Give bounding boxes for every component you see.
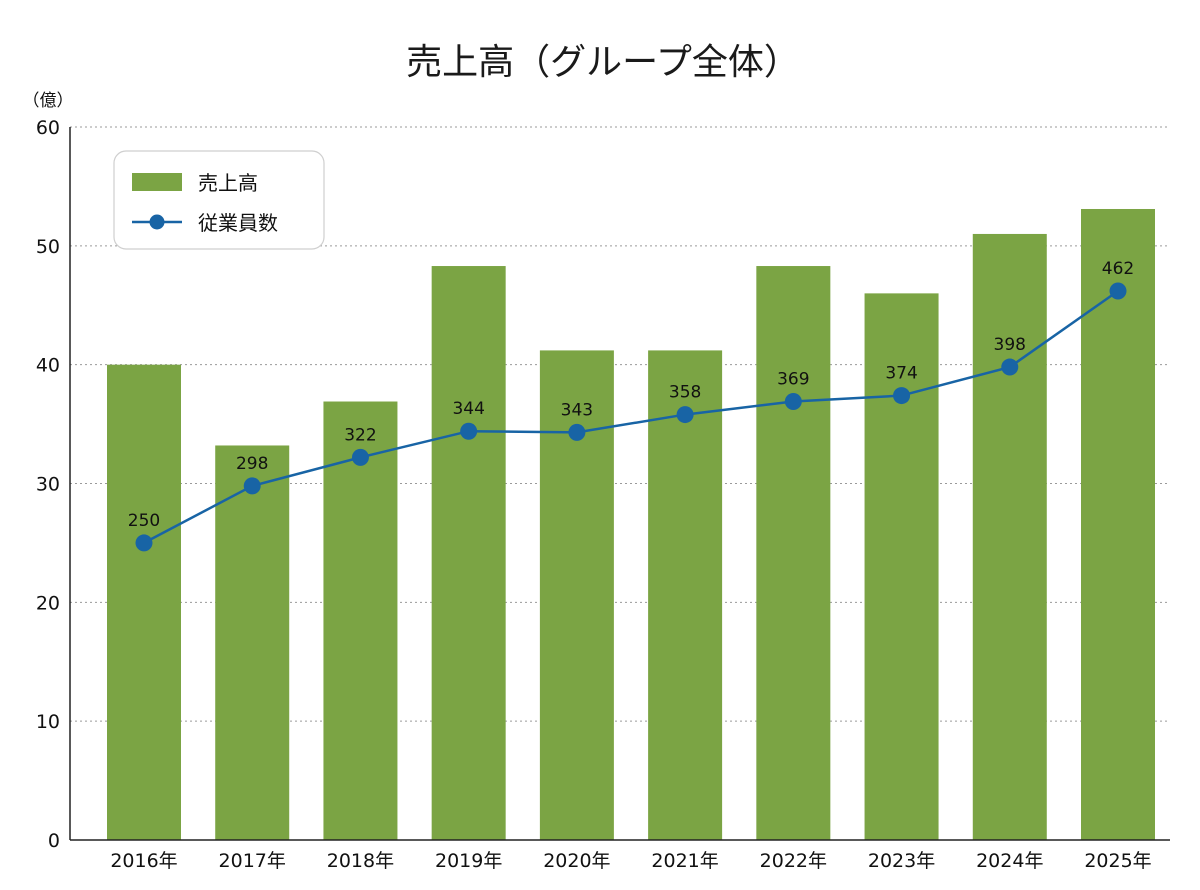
chart-title: 売上高（グループ全体） xyxy=(406,42,800,83)
x-tick-label: 2016年 xyxy=(110,850,177,872)
bar-sales-2018年 xyxy=(323,401,398,840)
x-tick-label: 2022年 xyxy=(760,850,827,872)
y-tick-label: 40 xyxy=(36,355,60,377)
legend-label-sales: 売上高 xyxy=(198,171,258,195)
data-label-employees: 250 xyxy=(128,511,160,531)
y-tick-label: 10 xyxy=(36,711,60,733)
axes: 0 10 20 30 40 50 60 2016年 2017年 2018年 2019年 2020年 20… xyxy=(36,117,1170,872)
point-employees-2024年 xyxy=(1001,358,1019,376)
bar-sales-2020年 xyxy=(539,350,614,840)
point-employees-2019年 xyxy=(460,422,478,440)
data-label-employees: 374 xyxy=(885,364,917,384)
legend-label-employees: 従業員数 xyxy=(198,211,278,235)
y-tick-label: 60 xyxy=(36,117,60,139)
line-employees xyxy=(143,289,1119,545)
point-employees-2021年 xyxy=(676,406,694,424)
bar-sales-2019年 xyxy=(431,266,506,840)
data-label-employees: 322 xyxy=(344,425,376,445)
data-label-employees: 369 xyxy=(777,370,809,390)
bar-sales-2021年 xyxy=(648,350,723,840)
data-label-employees: 398 xyxy=(994,335,1026,355)
x-tick-label: 2018年 xyxy=(327,850,394,872)
bar-sales-2024年 xyxy=(972,233,1047,840)
data-label-employees: 344 xyxy=(452,399,484,419)
x-tick-label: 2019年 xyxy=(435,850,502,872)
point-employees-2022年 xyxy=(784,393,802,411)
data-label-employees: 298 xyxy=(236,454,268,474)
data-label-employees: 343 xyxy=(561,400,593,420)
bar-sales-2016年 xyxy=(107,364,181,840)
x-tick-label: 2024年 xyxy=(976,850,1043,872)
x-tick-label: 2020年 xyxy=(543,850,610,872)
point-employees-2016年 xyxy=(135,534,153,552)
data-label-employees: 358 xyxy=(669,383,701,403)
bar-sales-2017年 xyxy=(215,445,290,840)
data-labels: 250 298 322 344 343 358 369 374 398 462 xyxy=(128,259,1134,531)
point-employees-2017年 xyxy=(243,477,261,495)
y-tick-label: 0 xyxy=(48,830,60,852)
line-series xyxy=(135,282,1127,552)
y-tick-label: 20 xyxy=(36,592,60,614)
bar-sales-2025年 xyxy=(1081,208,1155,840)
legend-marker-icon xyxy=(149,214,165,230)
point-employees-2023年 xyxy=(893,387,911,405)
x-tick-label: 2023年 xyxy=(868,850,935,872)
bar-sales-2023年 xyxy=(864,293,939,840)
x-tick-label: 2017年 xyxy=(219,850,286,872)
bar-sales-2022年 xyxy=(756,266,831,840)
point-employees-2018年 xyxy=(351,448,369,466)
legend: 売上高 従業員数 xyxy=(113,150,325,250)
bar-series xyxy=(107,208,1155,840)
y-axis-unit-label: （億） xyxy=(23,91,74,111)
x-tick-label: 2025年 xyxy=(1084,850,1151,872)
x-tick-label: 2021年 xyxy=(651,850,718,872)
data-label-employees: 462 xyxy=(1102,259,1134,279)
point-employees-2020年 xyxy=(568,423,586,441)
y-tick-label: 50 xyxy=(36,236,60,258)
point-employees-2025年 xyxy=(1109,282,1127,300)
y-tick-label: 30 xyxy=(36,474,60,496)
legend-bar-swatch xyxy=(132,173,182,191)
